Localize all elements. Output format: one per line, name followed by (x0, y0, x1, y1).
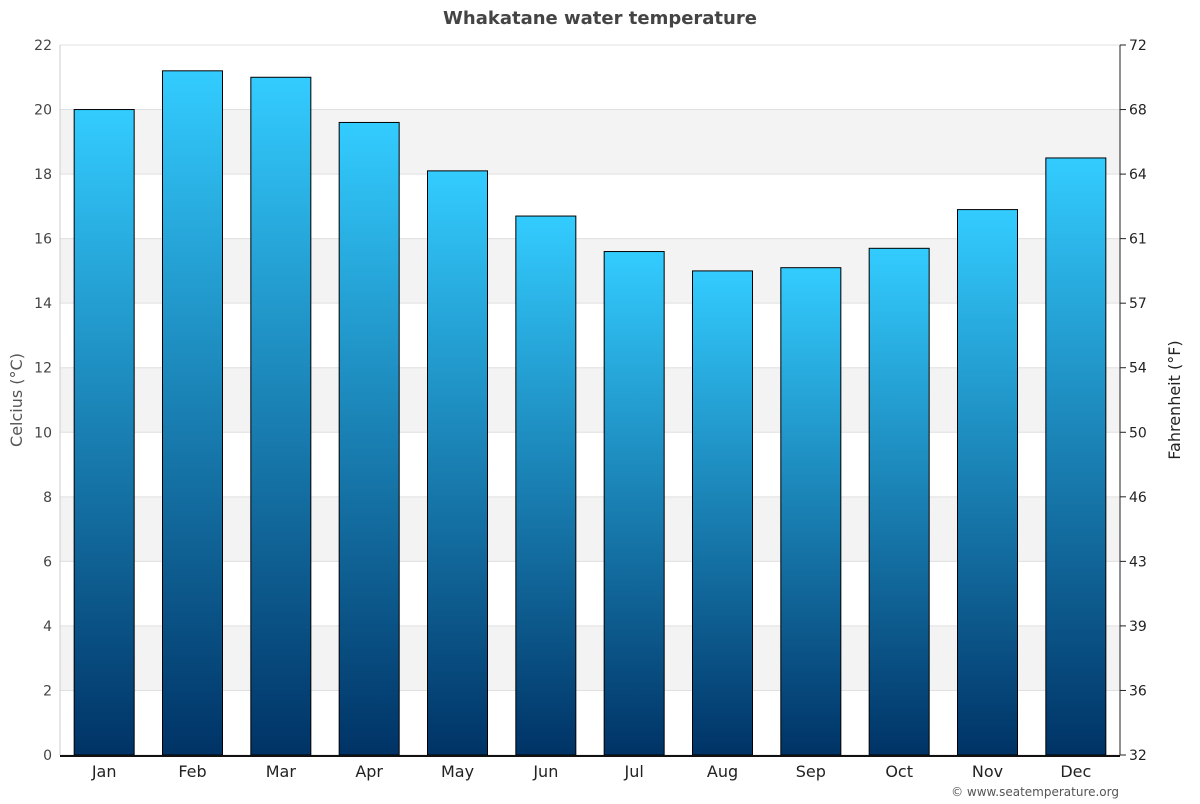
x-tick-label: Mar (266, 762, 297, 781)
bar-sep (780, 267, 842, 756)
y-tick-label-left: 10 (34, 425, 52, 441)
chart-title: Whakatane water temperature (443, 8, 757, 29)
grid-band (60, 496, 1120, 562)
y-tick-label-right: 72 (1129, 38, 1147, 54)
grid-band (60, 109, 1120, 175)
y-tick-label-left: 18 (34, 167, 52, 183)
y-tick-label-left: 14 (34, 296, 52, 312)
y-tick-label-right: 46 (1129, 490, 1147, 506)
x-tick-label: Oct (885, 762, 913, 781)
x-tick-label: Apr (355, 762, 383, 781)
y-tick-label-left: 4 (43, 619, 52, 635)
x-tick-label: Dec (1060, 762, 1091, 781)
x-tick-label: Feb (178, 762, 206, 781)
grid-band (60, 625, 1120, 691)
x-tick-label: Jan (91, 762, 117, 781)
bar-jun (515, 215, 577, 756)
y-tick-label-right: 32 (1129, 748, 1147, 764)
y-tick-label-right: 57 (1129, 296, 1147, 312)
bar-aug (692, 270, 753, 756)
x-tick-label: Jun (532, 762, 558, 781)
y-tick-label-left: 6 (43, 554, 52, 570)
y-tick-label-left: 0 (43, 748, 52, 764)
y-tick-label-right: 39 (1129, 619, 1147, 635)
y-tick-label-left: 22 (34, 38, 52, 54)
y-tick-label-left: 2 (43, 683, 52, 699)
y-tick-label-right: 68 (1129, 103, 1147, 119)
grid-band (60, 367, 1120, 433)
bar-mar (250, 76, 312, 756)
bar-jan (73, 109, 135, 756)
bar-feb (162, 70, 223, 756)
bar-dec (1045, 157, 1107, 756)
bar-may (427, 170, 488, 756)
x-tick-label: Sep (796, 762, 826, 781)
bar-nov (957, 209, 1018, 756)
x-tick-label: May (441, 762, 474, 781)
y-tick-label-left: 12 (34, 361, 52, 377)
y-tick-label-right: 64 (1129, 167, 1147, 183)
grid-band (60, 238, 1120, 304)
y-tick-label-right: 61 (1129, 232, 1147, 248)
y-tick-label-right: 50 (1129, 425, 1147, 441)
y-tick-label-right: 54 (1129, 361, 1147, 377)
y-axis-label-right: Fahrenheit (°F) (1165, 340, 1184, 459)
bar-jul (603, 251, 665, 756)
footer-credit: © www.seatemperature.org (951, 785, 1119, 799)
y-tick-label-right: 36 (1129, 683, 1147, 699)
y-axis-label-left: Celcius (°C) (7, 353, 26, 447)
x-tick-label: Aug (707, 762, 738, 781)
y-tick-label-left: 20 (34, 103, 52, 119)
x-tick-label: Nov (972, 762, 1003, 781)
bar-oct (868, 247, 930, 756)
y-tick-label-left: 16 (34, 232, 52, 248)
bar-apr (338, 121, 400, 756)
x-tick-label: Jul (624, 762, 644, 781)
y-tick-label-right: 43 (1129, 554, 1147, 570)
y-tick-label-left: 8 (43, 490, 52, 506)
